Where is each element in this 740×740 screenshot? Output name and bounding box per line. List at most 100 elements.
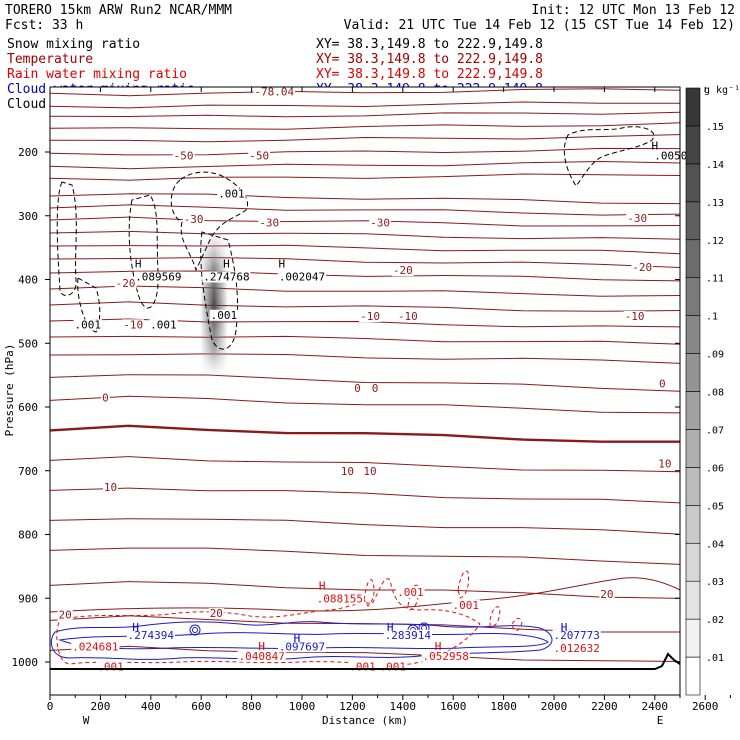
snow-contour	[170, 171, 248, 272]
isotherm-label-bg	[396, 311, 419, 323]
field-name: Temperature	[7, 52, 93, 67]
isotherm-label: -30	[627, 212, 647, 225]
isotherm-label: 10	[341, 465, 354, 478]
rain-label-bg	[396, 587, 425, 599]
isotherm-label: -50	[249, 149, 269, 162]
isotherm-label: -20	[116, 277, 136, 290]
isotherm-line	[49, 216, 681, 227]
x-tick-label: 1400	[390, 700, 417, 713]
field-xy: XY= 38.3,149.8 to 222.9,149.8	[316, 52, 543, 67]
snow-contour	[56, 181, 77, 296]
isotherm-label-bg	[626, 212, 649, 224]
isotherm-label-bg	[353, 383, 362, 395]
snow-contour	[128, 194, 159, 309]
snow-contour	[77, 277, 101, 333]
y-tick-label: 1000	[12, 656, 39, 669]
isotherm-label: 0	[372, 382, 379, 395]
colorbar-swatch	[685, 618, 701, 658]
snow-label: .001	[218, 188, 245, 201]
colorbar-swatch	[685, 656, 701, 696]
cloud-water-contour	[50, 621, 553, 660]
terrain-line	[50, 652, 681, 670]
colorbar-tick-label: .06	[706, 463, 724, 474]
rain-label: .001	[453, 599, 480, 612]
maximum-marker: H	[561, 621, 568, 634]
isotherm-label-bg	[253, 86, 296, 98]
rain-label: .001	[349, 661, 376, 674]
colorbar-tick-label: .1	[706, 312, 718, 323]
isotherm-line	[49, 285, 681, 297]
isotherm-label-bg	[258, 217, 281, 229]
isotherm-line	[49, 424, 680, 443]
cloud-water-label: .274394	[128, 629, 175, 642]
header-forecast: Fcst: 33 h	[5, 18, 83, 33]
isotherm-label: -10	[123, 318, 143, 331]
isotherm-line	[49, 101, 681, 109]
rain-contour	[489, 606, 501, 627]
rain-label: .052958	[422, 650, 468, 663]
isotherm-line	[49, 160, 681, 170]
isotherm-label-bg	[339, 465, 355, 477]
isotherm-label: -20	[632, 261, 652, 274]
rain-label-bg	[348, 661, 377, 673]
cloud-water-label: .207773	[554, 629, 600, 642]
colorbar-tick-label: .14	[706, 160, 724, 171]
y-tick-label: 600	[18, 401, 38, 414]
x-tick-label: 1600	[440, 700, 467, 713]
maximum-marker: H	[258, 640, 265, 653]
isotherm-line	[49, 122, 681, 130]
x-tick-label: 800	[242, 700, 262, 713]
snow-label-bg	[277, 271, 327, 283]
isotherm-label: 10	[104, 481, 117, 494]
colorbar-swatch	[685, 353, 701, 392]
snow-label: .274768	[203, 271, 249, 284]
isotherm-label-bg	[208, 608, 224, 620]
rain-label-bg	[451, 599, 480, 611]
isotherm-line	[49, 244, 681, 255]
colorbar-unit: g kg⁻¹	[704, 85, 740, 96]
temperature-isotherms	[49, 88, 681, 662]
snow-shading	[200, 230, 228, 380]
colorbar-swatch	[685, 201, 701, 241]
east-label: E	[657, 714, 664, 727]
isotherm-label-bg	[122, 319, 145, 331]
x-tick-label: 0	[47, 700, 54, 713]
isotherm-line	[49, 395, 681, 414]
x-tick-label: 2000	[541, 700, 568, 713]
isotherm-label-bg	[623, 311, 646, 323]
isotherm-label-bg	[172, 150, 195, 162]
isotherm-label: 20	[210, 607, 223, 620]
field-name: Rain water mixing ratio	[7, 67, 187, 82]
isotherm-label: -10	[398, 310, 418, 323]
x-tick-label: 2400	[642, 700, 669, 713]
isotherm-line	[49, 134, 681, 143]
snow-label-bg	[209, 309, 239, 321]
field-xy: XY= 38.3,149.8 to 222.9,149.8	[316, 67, 543, 82]
colorbar-swatch	[685, 239, 701, 278]
isotherm-label: 10	[658, 457, 671, 470]
y-tick-label: 800	[18, 529, 38, 542]
cloud-water-label-bg	[126, 629, 175, 641]
isotherm-label-bg	[102, 481, 119, 493]
snow-label: .001	[211, 309, 238, 322]
x-tick-label: 1800	[490, 700, 517, 713]
isotherm-label-bg	[631, 261, 654, 273]
colorbar-swatch	[685, 505, 701, 544]
x-tick-label: 400	[141, 700, 161, 713]
rain-label: .001	[397, 586, 424, 599]
rain-label: .001	[379, 661, 406, 674]
rain-label-bg	[237, 650, 286, 662]
colorbar-swatch	[685, 277, 701, 316]
snow-label: .002047	[279, 271, 325, 284]
cloud-water-contour	[189, 624, 201, 636]
contour-labels: -78.04 -50 -50 -30 -30 -30 -30 -20 -20 -20 -10 -10 -…	[57, 86, 702, 674]
isotherm-label: -78.04	[254, 86, 294, 99]
isotherm-label-bg	[101, 392, 110, 404]
rain-label-bg	[378, 661, 407, 673]
isotherm-line	[49, 301, 681, 312]
colorbar-swatch	[685, 580, 701, 620]
isotherm-line	[49, 88, 681, 97]
maximum-marker: H	[387, 621, 394, 634]
rain-contour	[363, 579, 375, 607]
